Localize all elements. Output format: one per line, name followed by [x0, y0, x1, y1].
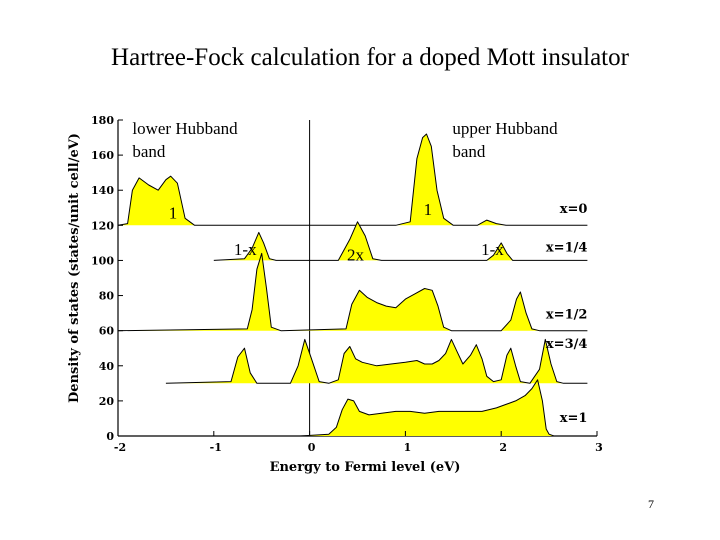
- series-label: x=0: [560, 202, 588, 217]
- annotation-text: 1: [424, 200, 433, 219]
- y-axis-label: Density of states (states/unit cell/eV): [67, 133, 82, 403]
- x-tick-label: 0: [308, 441, 316, 454]
- series-label-layer: x=0 x=1/4 x=1/2 x=3/4 x=1: [546, 202, 587, 426]
- y-tick-label: 180: [91, 114, 114, 127]
- y-tick-label: 140: [91, 184, 114, 197]
- series-line-3: [117, 252, 588, 332]
- x-tick-label: 1: [404, 441, 412, 454]
- x-axis-label: Energy to Fermi level (eV): [270, 460, 461, 475]
- y-tick-label: 120: [91, 219, 114, 232]
- y-tick-label: 60: [99, 325, 115, 338]
- annotation-layer: lower Hubband band upper Hubband band 1 1 1-x 2…: [132, 119, 558, 264]
- series-layer: [117, 133, 588, 437]
- x-tick-label: -2: [114, 441, 126, 454]
- series-fill-5: [300, 379, 588, 436]
- series-fill-3: [118, 253, 588, 331]
- series-label: x=3/4: [546, 337, 587, 352]
- y-tick-label: 40: [99, 360, 115, 373]
- y-tick-label: 0: [106, 430, 114, 443]
- x-tick-label: 2: [499, 441, 507, 454]
- annotation-text: 1-x: [481, 240, 504, 259]
- x-tick-label: 3: [595, 441, 603, 454]
- series-label: x=1/4: [546, 241, 587, 256]
- series-line-5: [299, 379, 588, 437]
- series-line-1: [117, 133, 588, 226]
- x-tick-label: -1: [210, 441, 222, 454]
- y-tick-label: 20: [99, 395, 115, 408]
- series-fill-2: [213, 221, 588, 261]
- annotation-text: band: [452, 142, 486, 161]
- series-label: x=1/2: [546, 307, 587, 322]
- series-line-4: [165, 338, 588, 384]
- annotation-text: lower Hubband: [132, 119, 238, 138]
- annotation-text: 1-x: [234, 240, 257, 259]
- y-tick-label: 80: [99, 290, 115, 303]
- page-number: 7: [648, 497, 654, 511]
- y-tick-label: 160: [91, 149, 114, 162]
- series-fill-1: [118, 134, 588, 226]
- annotation-text: band: [132, 142, 166, 161]
- series-label: x=1: [560, 411, 588, 426]
- series-fill-4: [165, 339, 588, 384]
- annotation-text: 1: [169, 203, 178, 222]
- annotation-text: 2x: [347, 245, 365, 264]
- annotation-text: upper Hubband: [452, 119, 558, 138]
- tick-layer: -2 -1 0 1 2 3 0 20 40 60 80 100 120 140 160 180: [91, 114, 603, 454]
- slide-title: Hartree-Fock calculation for a doped Mot…: [111, 44, 629, 71]
- y-tick-label: 100: [91, 254, 114, 267]
- plot-frame: [117, 120, 597, 437]
- series-line-2: [213, 221, 588, 261]
